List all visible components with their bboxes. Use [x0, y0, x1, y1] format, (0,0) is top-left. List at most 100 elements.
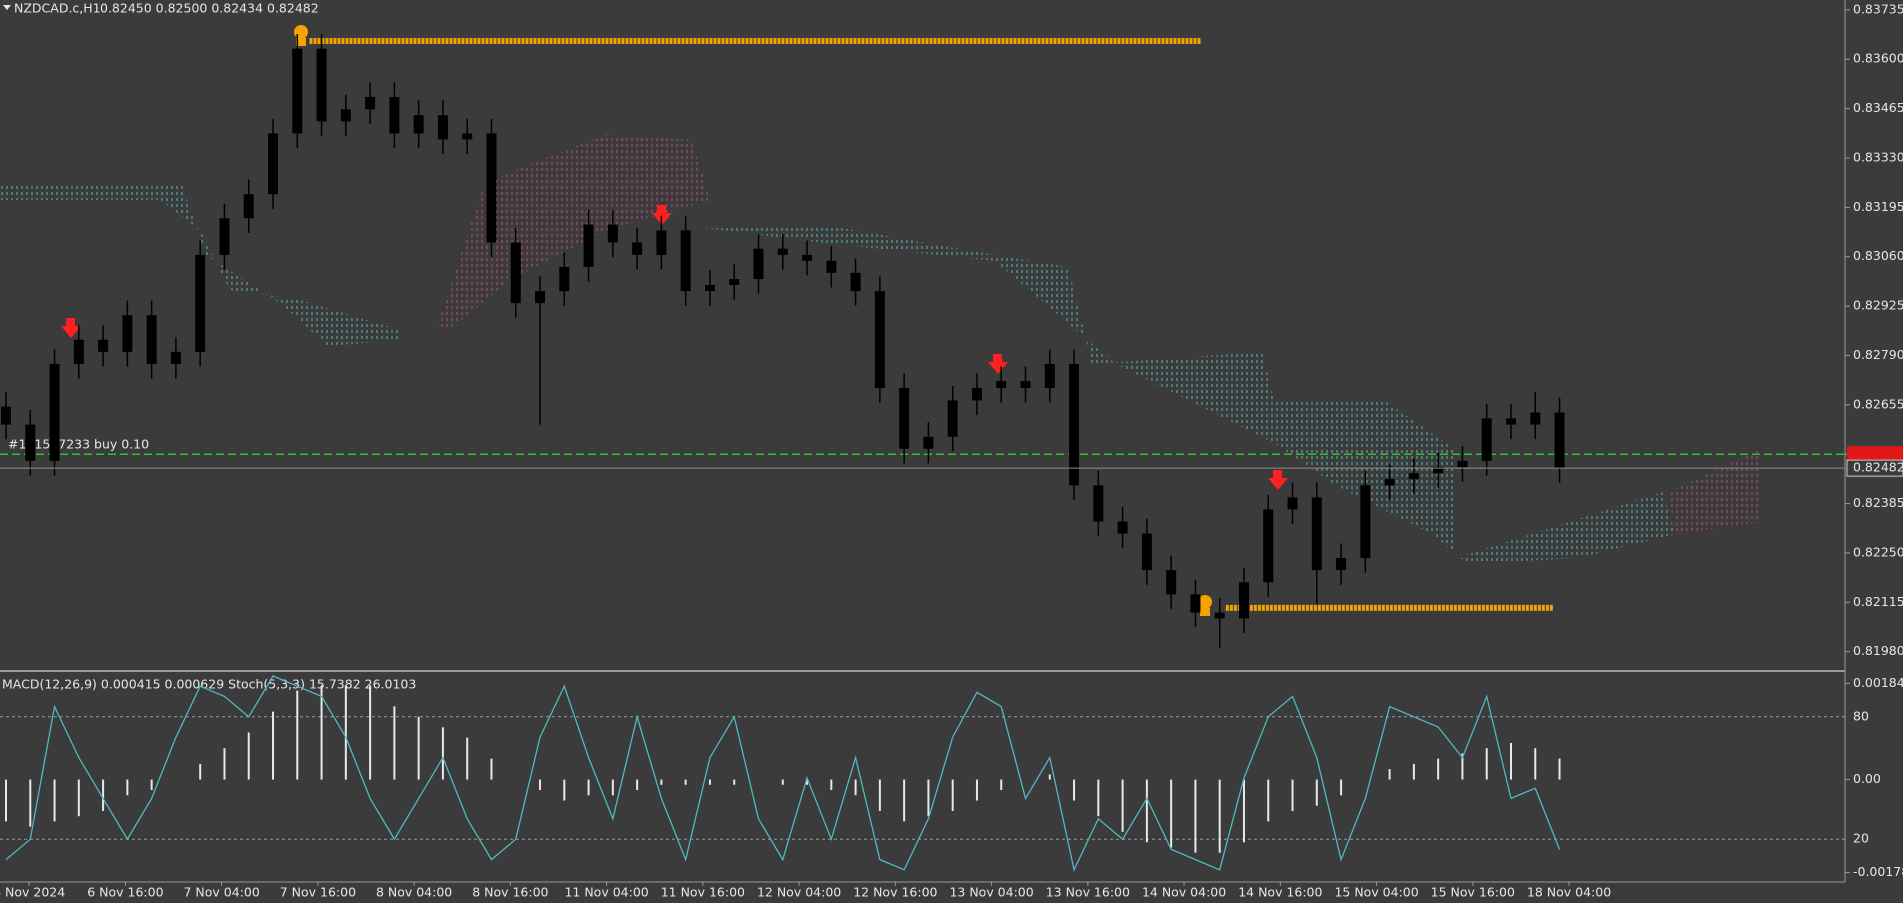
stoch-tick-label: 80 — [1853, 708, 1869, 723]
candle-body — [1505, 418, 1516, 425]
indicator-label: MACD(12,26,9) 0.000415 0.000629 Stoch(5,… — [2, 677, 416, 692]
candle-body — [1214, 612, 1225, 619]
candle-body — [947, 400, 958, 437]
x-tick-label: 13 Nov 16:00 — [1046, 885, 1130, 900]
header-quote: 0.82450 0.82500 0.82434 0.82482 — [100, 1, 319, 16]
candle-body — [170, 351, 181, 364]
candle-body — [510, 242, 521, 304]
candle-body — [1, 406, 11, 425]
y-tick-label: 0.83330 — [1853, 149, 1903, 164]
candle-body — [729, 279, 740, 285]
x-tick-label: 6 Nov 2024 — [0, 885, 65, 900]
candle-body — [1384, 479, 1395, 486]
candle-body — [413, 115, 424, 134]
candle-body — [243, 194, 254, 219]
candle-body — [1481, 418, 1492, 461]
y-tick-label: 0.83600 — [1853, 51, 1903, 66]
candle-body — [195, 254, 206, 352]
macd-tick-label: 0.00184 — [1853, 675, 1903, 690]
y-tick-label: 0.83735 — [1853, 1, 1903, 16]
skull-icons — [294, 25, 1212, 616]
candle-body — [753, 248, 764, 280]
y-tick-label: 0.82655 — [1853, 396, 1903, 411]
candle-body — [365, 96, 376, 110]
x-tick-label: 7 Nov 04:00 — [183, 885, 259, 900]
order-price-tag — [1847, 446, 1903, 463]
x-tick-label: 12 Nov 04:00 — [757, 885, 841, 900]
candle-body — [704, 284, 715, 292]
candle-body — [73, 339, 84, 364]
signal-arrows — [61, 205, 1288, 490]
candle-body — [292, 48, 303, 134]
candle-body — [25, 424, 36, 461]
candle-body — [1238, 582, 1249, 619]
candle-body — [146, 315, 157, 364]
candle-body — [559, 266, 570, 292]
y-tick-label: 0.82925 — [1853, 298, 1903, 313]
candle-body — [268, 133, 279, 195]
y-tick-label: 0.83465 — [1853, 100, 1903, 115]
candle-body — [1263, 509, 1274, 583]
ichimoku-cloud — [0, 134, 1760, 564]
candle-body — [1141, 533, 1152, 571]
x-tick-label: 14 Nov 16:00 — [1238, 885, 1322, 900]
x-tick-label: 7 Nov 16:00 — [280, 885, 356, 900]
x-tick-label: 8 Nov 04:00 — [376, 885, 452, 900]
candle-body — [122, 315, 133, 352]
macd-tick-label: 0.00 — [1853, 771, 1881, 786]
stoch-tick-label: 20 — [1853, 831, 1869, 846]
y-tick-label: 0.83060 — [1853, 248, 1903, 263]
candle-body — [1117, 521, 1128, 534]
candle-body — [1020, 381, 1031, 389]
candle-body — [1190, 594, 1201, 613]
candle-body — [996, 381, 1007, 389]
candle-body — [1069, 363, 1080, 486]
menu-arrow — [3, 5, 11, 10]
candle-body — [1530, 412, 1541, 425]
x-tick-label: 11 Nov 16:00 — [661, 885, 745, 900]
candle-body — [656, 230, 667, 255]
candle-body — [1044, 363, 1055, 389]
candle-body — [316, 48, 327, 122]
candle-body — [486, 133, 497, 243]
candle-body — [462, 133, 473, 140]
candle-body — [1554, 412, 1565, 469]
y-tick-label: 0.82115 — [1853, 594, 1903, 609]
candle-body — [607, 224, 618, 243]
x-tick-label: 11 Nov 04:00 — [564, 885, 648, 900]
last-price-label: 0.82482 — [1853, 460, 1903, 475]
y-tick-label: 0.81980 — [1853, 643, 1903, 658]
candle-body — [49, 363, 60, 461]
candle-body — [1408, 473, 1419, 480]
candle-body — [340, 109, 351, 122]
candle-body — [1457, 460, 1468, 468]
candle-body — [826, 260, 837, 273]
x-tick-label: 12 Nov 16:00 — [853, 885, 937, 900]
candle-body — [583, 224, 594, 267]
candle-body — [632, 242, 643, 255]
candle-body — [923, 436, 934, 449]
candle-body — [850, 272, 861, 292]
candle-body — [1433, 467, 1444, 474]
chart-title: NZDCAD.c,H1 — [14, 1, 101, 16]
order-label: #191577233 buy 0.10 — [8, 437, 149, 452]
candle-body — [802, 254, 813, 261]
y-tick-label: 0.83195 — [1853, 199, 1903, 214]
y-tick-label: 0.82790 — [1853, 347, 1903, 362]
stoch-line — [5, 675, 1561, 872]
candle-body — [777, 248, 788, 255]
last-price-tag — [1846, 459, 1903, 477]
x-tick-label: 8 Nov 16:00 — [472, 885, 548, 900]
candle-body — [535, 291, 546, 304]
candle-body — [680, 230, 691, 292]
candle-body — [971, 388, 982, 401]
candle-body — [1093, 485, 1104, 522]
y-tick-label: 0.82250 — [1853, 544, 1903, 559]
candle-body — [1166, 570, 1177, 595]
candle-body — [98, 339, 109, 352]
x-tick-label: 6 Nov 16:00 — [87, 885, 163, 900]
x-tick-label: 18 Nov 04:00 — [1527, 885, 1611, 900]
